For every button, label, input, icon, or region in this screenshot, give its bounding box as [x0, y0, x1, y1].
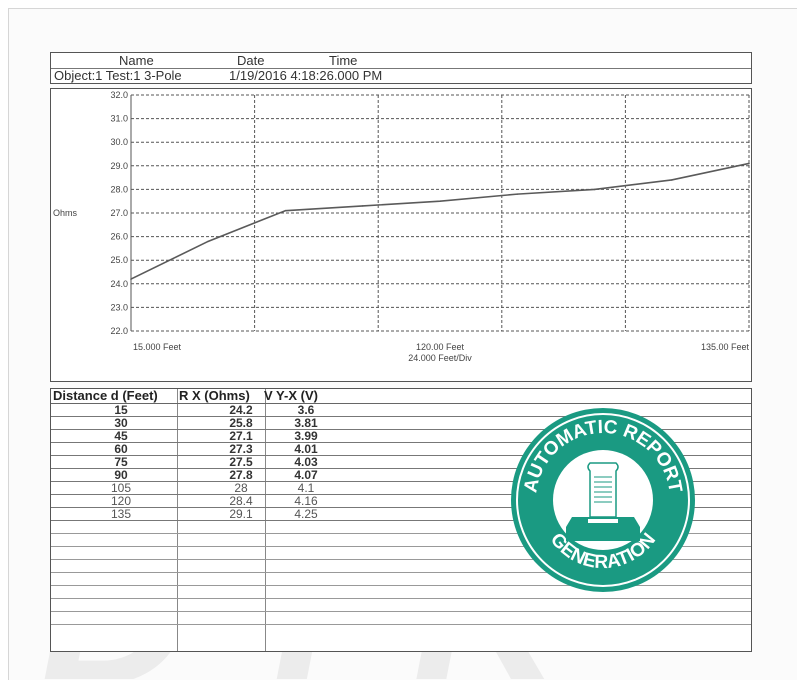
cell-voltage: 4.16 [294, 494, 318, 508]
data-series-line [130, 162, 750, 280]
table-row: 105 28 4.1 [51, 482, 751, 495]
empty-table-row [51, 560, 751, 573]
y-axis-label: Ohms [53, 208, 78, 218]
table-row: 75 27.5 4.03 [51, 456, 751, 469]
data-point [130, 278, 132, 280]
cell-voltage: 4.07 [294, 468, 318, 482]
cell-distance: 75 [114, 455, 128, 469]
datetime-value: 1/19/2016 4:18:26.000 PM [229, 68, 383, 83]
empty-table-row [51, 573, 751, 586]
table-row: 45 27.1 3.99 [51, 430, 751, 443]
cell-distance: 135 [110, 507, 132, 521]
cell-resistance: 27.5 [229, 455, 253, 469]
empty-table-row [51, 534, 751, 547]
y-tick-label: 23.0 [110, 302, 128, 312]
data-point [670, 179, 673, 181]
date-label: Date [237, 53, 265, 68]
cell-resistance: 25.8 [229, 416, 253, 430]
cell-distance: 120 [110, 494, 132, 508]
table-row: 30 25.8 3.81 [51, 417, 751, 430]
cell-resistance: 28.4 [229, 494, 253, 508]
y-tick-label: 28.0 [110, 184, 128, 194]
table-row: 15 24.2 3.6 [51, 404, 751, 417]
automatic-report-stamp: AUTOMATIC REPORT GENERATION [511, 408, 695, 592]
x-mid-label: 120.00 Feet [416, 342, 465, 352]
header-resistance: R X (Ohms) [179, 388, 250, 403]
x-div-label: 24.000 Feet/Div [408, 353, 472, 363]
cell-voltage: 3.99 [294, 429, 318, 443]
y-tick-label: 26.0 [110, 232, 128, 242]
cell-distance: 105 [110, 481, 132, 495]
y-tick-label: 30.0 [110, 137, 128, 147]
data-point [748, 162, 750, 165]
y-tick-label: 25.0 [110, 255, 128, 265]
cell-resistance: 27.8 [229, 468, 253, 482]
report-header: Name Date Time Object:1 Test:1 3-Pole 1/… [50, 52, 752, 84]
table-row: 135 29.1 4.25 [51, 508, 751, 521]
cell-distance: 90 [114, 468, 128, 482]
y-tick-label: 27.0 [110, 208, 128, 218]
table-row: 120 28.4 4.16 [51, 495, 751, 508]
cell-resistance: 28 [234, 481, 248, 495]
name-label: Name [119, 53, 154, 68]
table-header-row: Distance d (Feet) R X (Ohms) V Y-X (V) [51, 389, 751, 404]
cell-voltage: 3.81 [294, 416, 318, 430]
cell-resistance: 24.2 [229, 403, 253, 417]
empty-table-row [51, 612, 751, 625]
cell-distance: 45 [114, 429, 128, 443]
header-distance: Distance d (Feet) [53, 388, 158, 403]
x-end-label: 135.00 Feet [701, 342, 750, 352]
data-point [593, 188, 596, 191]
y-tick-label: 32.0 [110, 90, 128, 100]
y-tick-label: 31.0 [110, 114, 128, 124]
printer-icon [566, 462, 640, 541]
data-point [207, 240, 210, 243]
chart-panel: 32.0 31.0 30.0 29.0 28.0 27.0 26.0 25.0 24.0 23.0… [50, 88, 752, 382]
ohms-line-chart: 32.0 31.0 30.0 29.0 28.0 27.0 26.0 25.0 24.0 23.0… [53, 90, 750, 363]
cell-voltage: 4.1 [297, 481, 315, 495]
cell-distance: 15 [114, 403, 128, 417]
table-row: 60 27.3 4.01 [51, 443, 751, 456]
empty-table-row [51, 547, 751, 560]
object-value: Object:1 Test:1 3-Pole [54, 68, 182, 83]
data-point [284, 209, 287, 212]
header-voltage: V Y-X (V) [264, 388, 318, 403]
y-tick-label: 22.0 [110, 326, 128, 336]
y-tick-label: 29.0 [110, 161, 128, 171]
cell-voltage: 4.03 [294, 455, 318, 469]
empty-table-row [51, 521, 751, 534]
data-point [439, 200, 441, 202]
cell-voltage: 4.01 [294, 442, 318, 456]
table-body: 15 24.2 3.6 30 25.8 3.81 45 27.1 3.99 60 27.3 4.01 7… [51, 404, 751, 625]
x-start-label: 15.000 Feet [133, 342, 182, 352]
cell-distance: 30 [114, 416, 128, 430]
data-point [361, 205, 364, 207]
cell-voltage: 4.25 [294, 507, 318, 521]
cell-resistance: 29.1 [229, 507, 253, 521]
cell-distance: 60 [114, 442, 128, 456]
empty-table-row [51, 586, 751, 599]
table-row: 90 27.8 4.07 [51, 469, 751, 482]
cell-resistance: 27.3 [229, 442, 253, 456]
cell-resistance: 27.1 [229, 429, 253, 443]
cell-voltage: 3.6 [297, 403, 315, 417]
empty-table-row [51, 599, 751, 612]
data-point [516, 193, 519, 195]
time-label: Time [329, 53, 358, 68]
y-tick-label: 24.0 [110, 279, 128, 289]
